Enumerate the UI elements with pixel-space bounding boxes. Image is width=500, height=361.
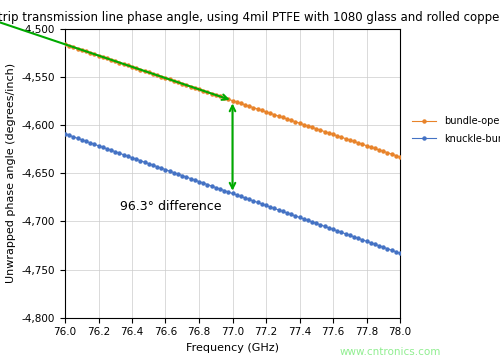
- knuckle-bundle: [62, 132, 68, 136]
- Line: bundle-open: bundle-open: [64, 43, 402, 158]
- bundle-open: [364, 143, 370, 148]
- knuckle-bundle: [309, 220, 315, 224]
- bundle-open: [351, 139, 357, 144]
- Line: knuckle-bundle: knuckle-bundle: [64, 132, 402, 255]
- Text: www.cntronics.com: www.cntronics.com: [340, 347, 442, 357]
- Legend: bundle-open, knuckle-bundle: bundle-open, knuckle-bundle: [412, 116, 500, 144]
- knuckle-bundle: [334, 229, 340, 233]
- knuckle-bundle: [272, 206, 278, 210]
- bundle-open: [62, 42, 68, 47]
- bundle-open: [334, 134, 340, 138]
- Text: 96.3° difference: 96.3° difference: [120, 200, 222, 213]
- Y-axis label: Unwrapped phase angle (degrees/inch): Unwrapped phase angle (degrees/inch): [6, 63, 16, 283]
- bundle-open: [246, 104, 252, 108]
- knuckle-bundle: [364, 239, 370, 243]
- knuckle-bundle: [246, 197, 252, 202]
- X-axis label: Frequency (GHz): Frequency (GHz): [186, 343, 279, 353]
- knuckle-bundle: [351, 235, 357, 239]
- bundle-open: [272, 113, 278, 117]
- Title: Microstrip transmission line phase angle, using 4mil PTFE with 1080 glass and ro: Microstrip transmission line phase angle…: [0, 10, 500, 23]
- bundle-open: [397, 155, 403, 159]
- bundle-open: [309, 125, 315, 130]
- knuckle-bundle: [397, 251, 403, 255]
